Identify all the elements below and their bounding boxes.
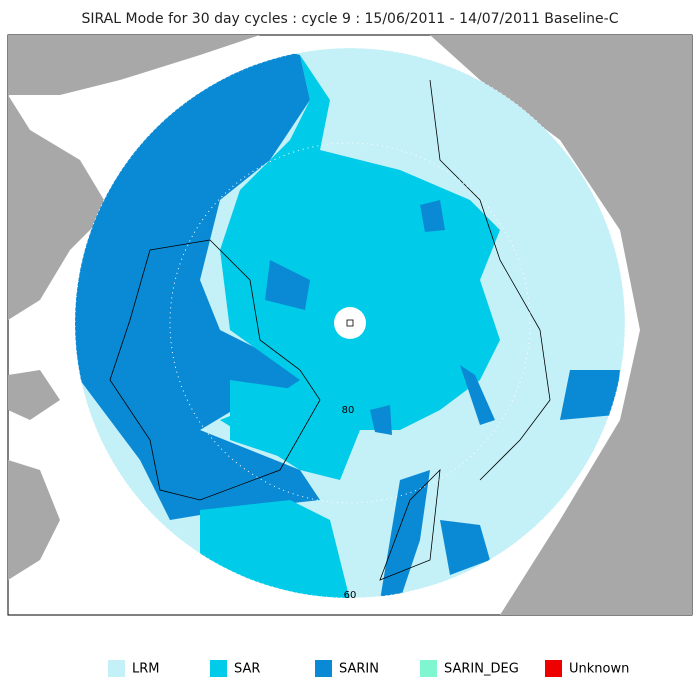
latitude-label: 80 [342, 405, 355, 416]
legend: LRM SAR SARIN SARIN_DEG Unknown [108, 660, 629, 677]
mode-region [460, 365, 495, 425]
mode-region [230, 380, 300, 460]
legend-label: SAR [234, 662, 260, 677]
legend-label: SARIN_DEG [444, 662, 519, 677]
legend-swatch [545, 660, 562, 677]
legend-swatch [108, 660, 125, 677]
map-frame [7, 34, 693, 616]
legend-label: LRM [132, 662, 160, 677]
legend-label: SARIN [339, 662, 379, 677]
legend-label: Unknown [569, 662, 629, 677]
mode-region [440, 520, 490, 575]
mode-region [380, 470, 430, 598]
map-title: SIRAL Mode for 30 day cycles : cycle 9 :… [82, 11, 619, 27]
mode-region [420, 200, 445, 232]
mode-region [370, 405, 392, 435]
mode-region [265, 260, 310, 310]
mode-region [220, 55, 500, 480]
legend-swatch [420, 660, 437, 677]
latitude-label: 60 [344, 590, 357, 601]
legend-swatch [315, 660, 332, 677]
mode-region [560, 370, 620, 420]
legend-swatch [210, 660, 227, 677]
